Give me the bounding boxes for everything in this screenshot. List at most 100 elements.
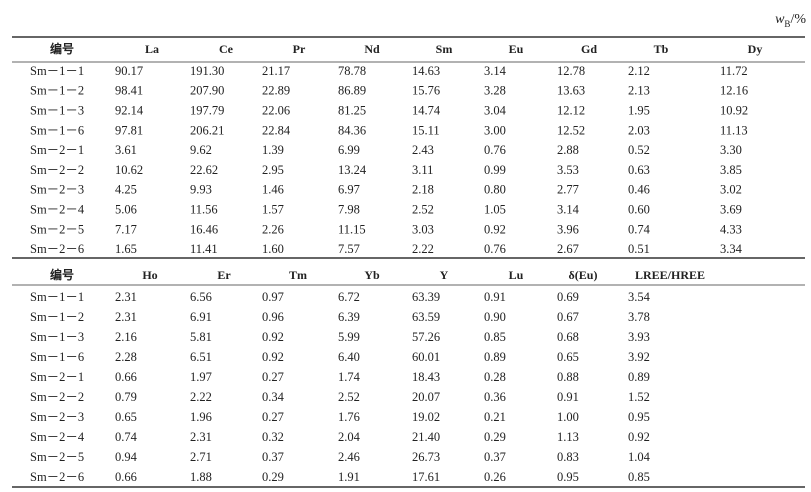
cell: 3.00 (484, 123, 506, 137)
cell: 7.17 (115, 222, 137, 236)
cell: 0.88 (557, 370, 579, 384)
column-header: Dy (748, 42, 763, 56)
cell: 0.36 (484, 390, 506, 404)
row-label: Sm－2－3 (30, 183, 84, 197)
cell: 191.30 (190, 64, 224, 78)
cell: 2.52 (338, 390, 360, 404)
cell: 81.25 (338, 103, 366, 117)
cell: 6.40 (338, 350, 360, 364)
cell: 3.28 (484, 84, 506, 98)
cell: 3.85 (720, 163, 742, 177)
cell: 2.46 (338, 450, 360, 464)
cell: 0.32 (262, 430, 284, 444)
cell: 19.02 (412, 410, 440, 424)
cell: 92.14 (115, 103, 144, 117)
cell: 14.74 (412, 103, 441, 117)
cell: 20.07 (412, 390, 440, 404)
cell: 9.62 (190, 143, 212, 157)
cell: 0.99 (484, 163, 506, 177)
cell: 3.96 (557, 222, 579, 236)
cell: 4.33 (720, 222, 742, 236)
row-label: Sm－1－6 (30, 350, 84, 364)
column-header: Gd (581, 42, 597, 56)
cell: 1.97 (190, 370, 212, 384)
cell: 1.95 (628, 103, 650, 117)
cell: 2.52 (412, 202, 434, 216)
cell: 0.80 (484, 183, 506, 197)
row-label: Sm－2－4 (30, 202, 85, 216)
cell: 0.68 (557, 330, 579, 344)
cell: 1.74 (338, 370, 361, 384)
cell: 14.63 (412, 64, 440, 78)
cell: 6.51 (190, 350, 212, 364)
cell: 1.57 (262, 202, 284, 216)
cell: 11.56 (190, 202, 218, 216)
cell: 2.13 (628, 84, 650, 98)
cell: 3.34 (720, 242, 743, 256)
cell: 2.22 (412, 242, 434, 256)
cell: 0.52 (628, 143, 650, 157)
column-header: Yb (364, 268, 380, 282)
cell: 4.25 (115, 183, 137, 197)
cell: 2.31 (115, 290, 137, 304)
column-header: δ(Eu) (569, 268, 598, 282)
cell: 3.92 (628, 350, 650, 364)
cell: 0.92 (262, 350, 284, 364)
row-label: Sm－2－1 (30, 370, 84, 384)
cell: 10.62 (115, 163, 143, 177)
cell: 3.11 (412, 163, 433, 177)
cell: 0.34 (262, 390, 285, 404)
cell: 1.00 (557, 410, 579, 424)
cell: 0.85 (628, 470, 650, 484)
cell: 3.04 (484, 103, 507, 117)
cell: 22.89 (262, 84, 290, 98)
unit-subscript: B (784, 19, 790, 29)
cell: 0.29 (262, 470, 284, 484)
cell: 1.52 (628, 390, 650, 404)
cell: 2.31 (115, 310, 137, 324)
row-label: Sm－1－2 (30, 310, 84, 324)
cell: 2.71 (190, 450, 212, 464)
cell: 1.46 (262, 183, 284, 197)
cell: 0.91 (557, 390, 579, 404)
cell: 1.60 (262, 242, 284, 256)
row-label: Sm－2－5 (30, 450, 84, 464)
cell: 0.92 (484, 222, 506, 236)
column-header: Eu (509, 42, 524, 56)
cell: 3.03 (412, 222, 434, 236)
row-label: Sm－2－6 (30, 470, 84, 484)
cell: 0.96 (262, 310, 284, 324)
row-label: Sm－2－2 (30, 390, 84, 404)
cell: 12.12 (557, 103, 585, 117)
cell: 2.22 (190, 390, 212, 404)
cell: 63.59 (412, 310, 440, 324)
cell: 17.61 (412, 470, 440, 484)
row-label: Sm－1－1 (30, 290, 84, 304)
cell: 2.03 (628, 123, 650, 137)
row-label: Sm－1－3 (30, 330, 84, 344)
row-label: Sm－2－5 (30, 222, 84, 236)
column-header: Ce (219, 42, 234, 56)
cell: 3.93 (628, 330, 650, 344)
cell: 2.43 (412, 143, 434, 157)
cell: 18.43 (412, 370, 440, 384)
cell: 3.30 (720, 143, 742, 157)
cell: 9.93 (190, 183, 212, 197)
cell: 98.41 (115, 84, 143, 98)
cell: 0.26 (484, 470, 506, 484)
cell: 0.76 (484, 242, 506, 256)
cell: 3.14 (484, 64, 507, 78)
cell: 12.78 (557, 64, 585, 78)
column-header: LREE/HREE (635, 268, 705, 282)
cell: 0.92 (628, 430, 650, 444)
cell: 1.91 (338, 470, 360, 484)
cell: 1.04 (628, 450, 651, 464)
cell: 97.81 (115, 123, 143, 137)
row-label: Sm－2－4 (30, 430, 85, 444)
cell: 6.99 (338, 143, 360, 157)
column-header: 编号 (49, 267, 74, 282)
column-header: Y (440, 268, 449, 282)
cell: 0.89 (484, 350, 506, 364)
